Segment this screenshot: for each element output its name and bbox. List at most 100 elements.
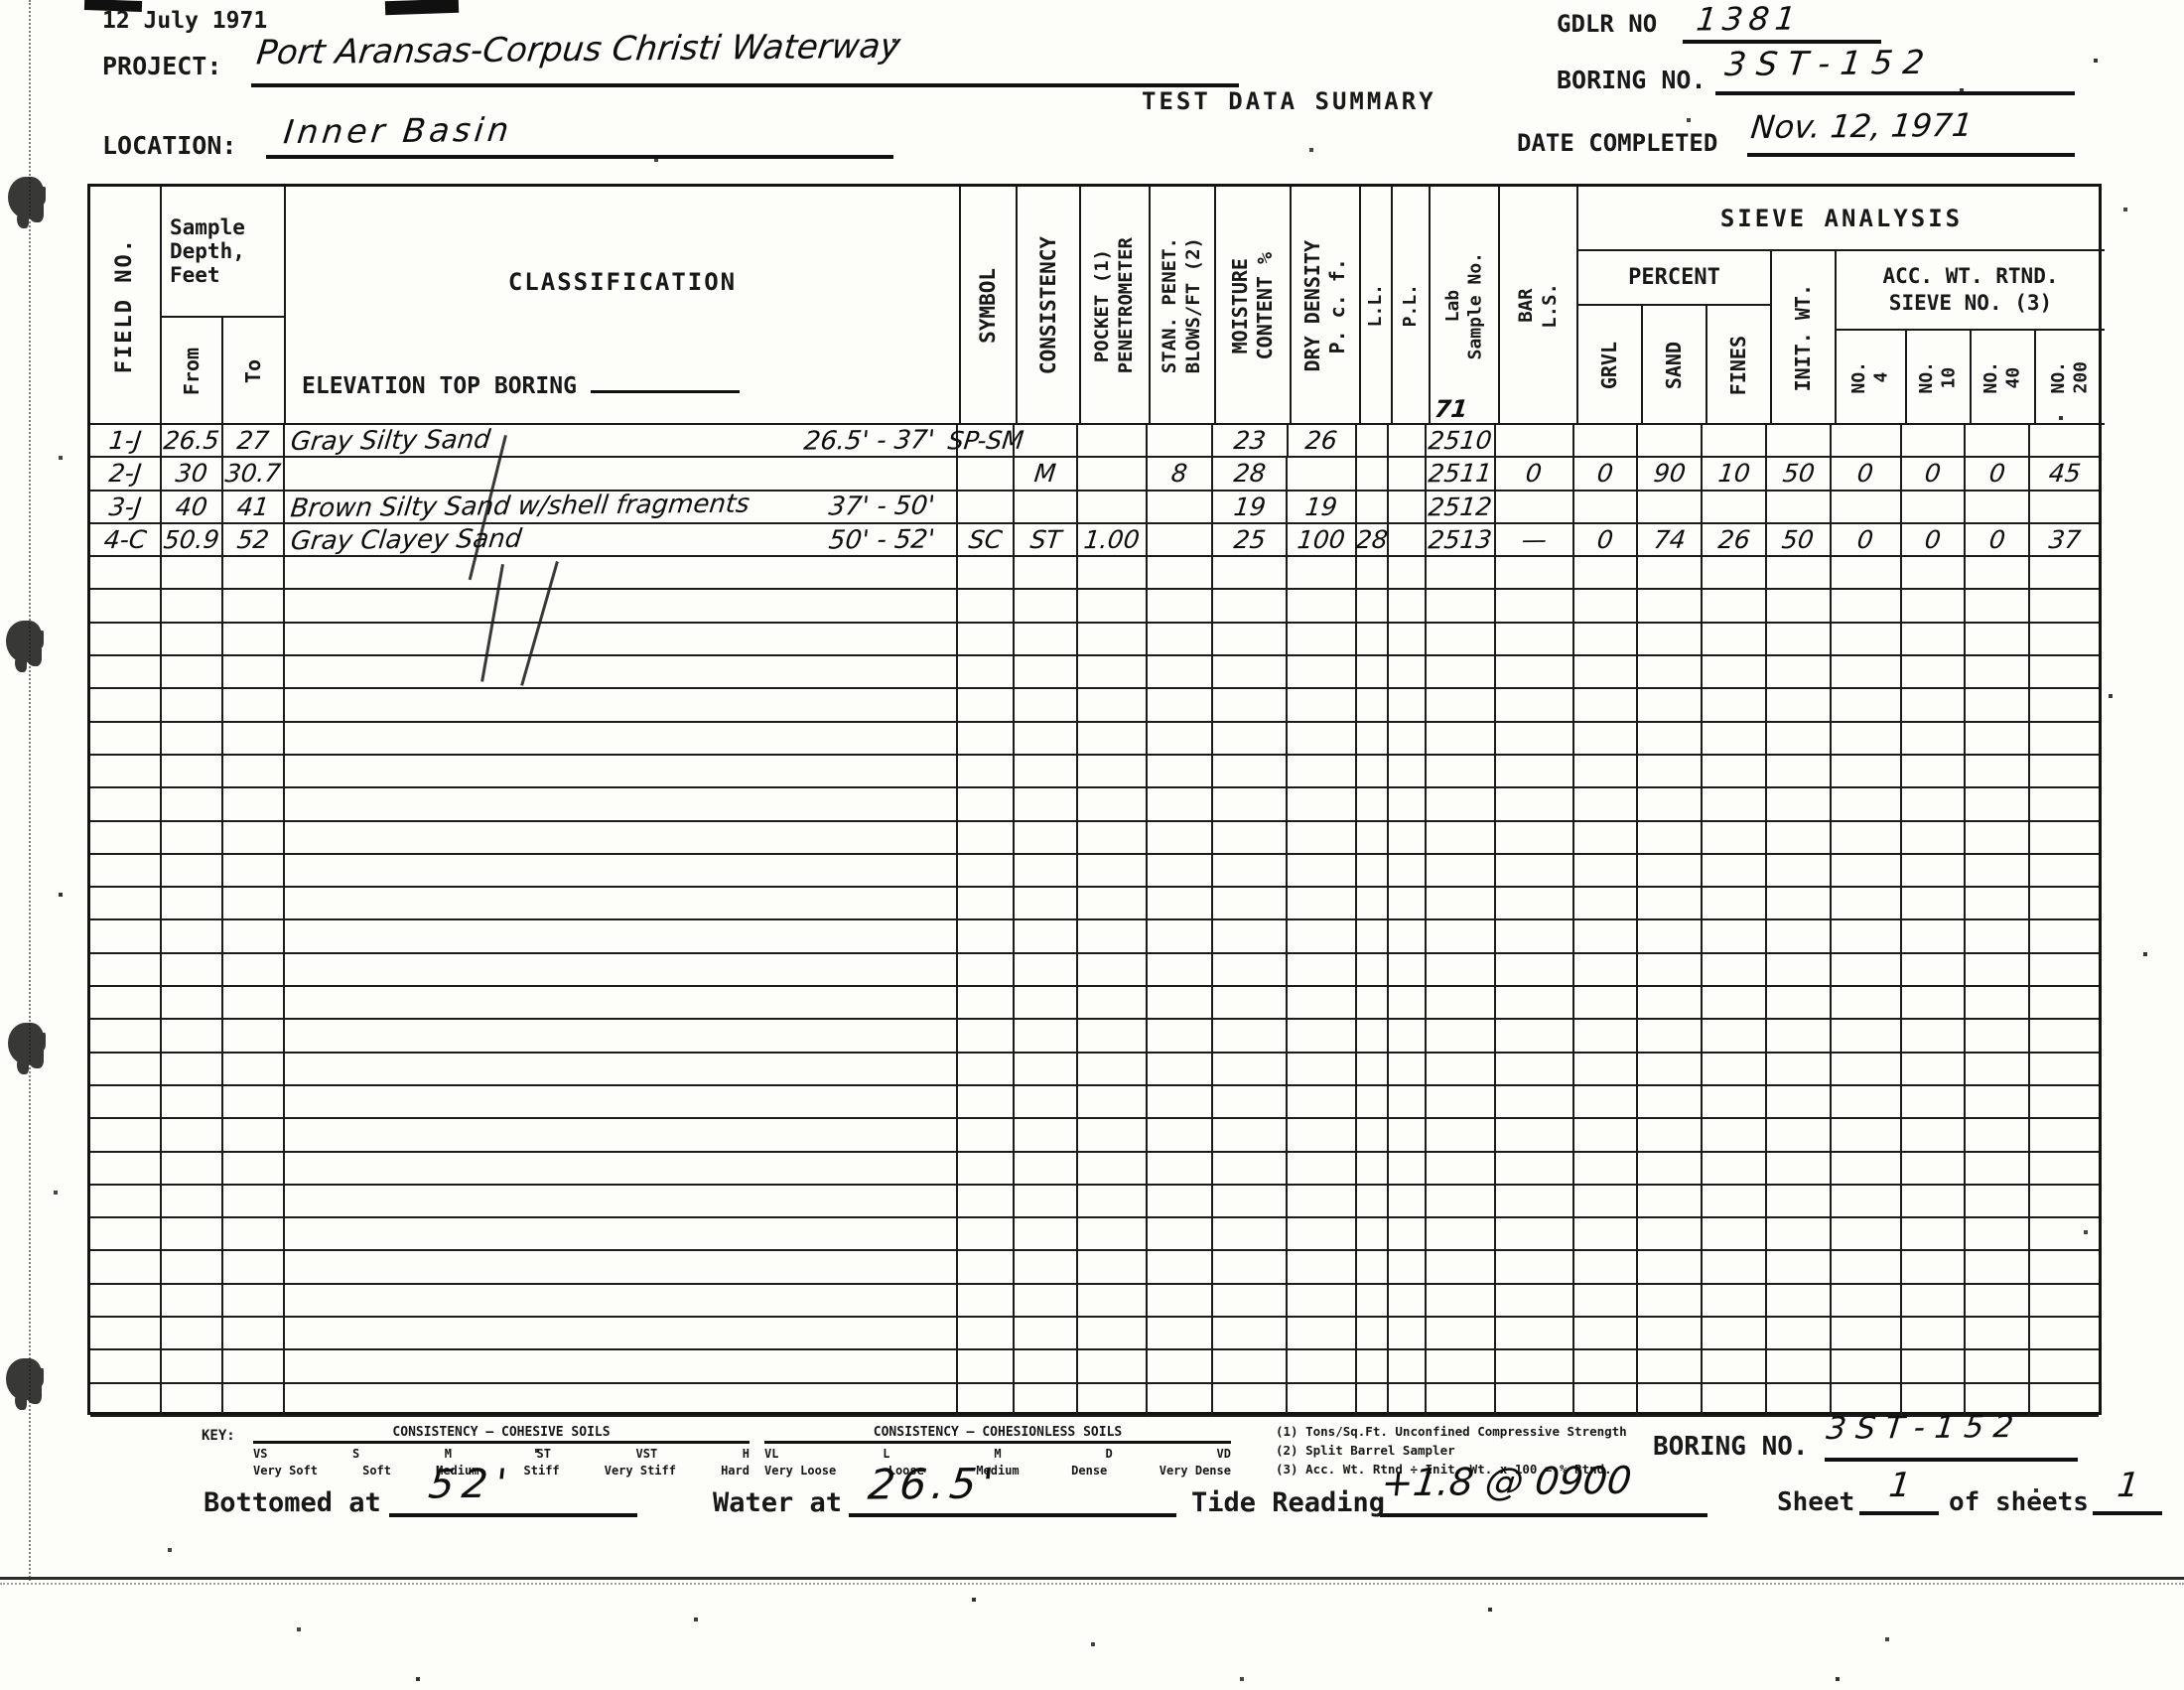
cell-symbol <box>958 920 1016 952</box>
cell-lab-no <box>1427 788 1496 820</box>
cell-no40 <box>1966 590 2031 622</box>
consistency-name: Medium <box>436 1464 479 1478</box>
cell-to <box>223 1020 286 1052</box>
cell-no40 <box>1966 755 2031 787</box>
cell-fines <box>1703 1020 1768 1052</box>
cell-to <box>223 1152 286 1184</box>
cell-value: 0 <box>1595 459 1615 489</box>
cell-no40 <box>1966 491 2031 522</box>
cell-field-no <box>90 1318 162 1349</box>
cell-bar-ls <box>1496 656 1574 688</box>
project-label: PROJECT: <box>102 52 222 80</box>
cell-stan-penet <box>1148 656 1213 688</box>
cell-no4 <box>1832 491 1902 522</box>
cell-no200 <box>2030 1086 2099 1117</box>
cell-symbol <box>958 623 1016 655</box>
cell-consistency <box>1015 1251 1079 1283</box>
cell-value: 8 <box>1169 459 1189 489</box>
cell-no200 <box>2030 557 2099 588</box>
cell-consistency <box>1015 656 1079 688</box>
cell-grvl: 0 <box>1574 458 1639 490</box>
cell-ll <box>1357 987 1390 1019</box>
cell-from <box>162 689 223 721</box>
cell-from <box>162 854 223 887</box>
cell-no40 <box>1966 1185 2031 1217</box>
sieve-percent-label: PERCENT <box>1628 265 1720 290</box>
cell-no200 <box>2030 1020 2099 1051</box>
cell-value: 0 <box>1524 459 1544 489</box>
cell-no40 <box>1966 1284 2031 1317</box>
cell-fines <box>1703 1251 1768 1283</box>
cell-from <box>162 1218 223 1250</box>
cell-no4 <box>1832 1383 1902 1415</box>
cell-grvl <box>1574 987 1639 1019</box>
cell-grvl <box>1574 1383 1639 1415</box>
table-row: 3-J 40 41 Brown Silty Sand w/shell fragment… <box>90 490 2099 524</box>
cell-from <box>162 1119 223 1151</box>
footer-boring-label: BORING NO. <box>1653 1432 1809 1462</box>
cell-stan-penet <box>1148 425 1213 457</box>
cell-from <box>162 1284 223 1317</box>
table-row <box>90 1152 2099 1186</box>
cell-moisture <box>1213 1020 1289 1052</box>
cell-grvl: 0 <box>1574 523 1639 556</box>
cell-pocket-pen <box>1078 1318 1148 1349</box>
cell-to <box>223 1350 286 1382</box>
cell-to <box>223 888 286 919</box>
classification-text: Gray Clayey Sand <box>289 523 524 556</box>
cell-field-no <box>90 1218 162 1250</box>
cell-sand <box>1638 590 1704 622</box>
cell-no200 <box>2030 756 2099 786</box>
key-cohesive-title: CONSISTENCY — COHESIVE SOILS <box>253 1425 750 1444</box>
cell-from <box>162 1350 223 1382</box>
col-field-no-label: FIELD NO. <box>112 237 138 374</box>
lab-year-handwritten: 71 <box>1433 394 1469 424</box>
consistency-code: H <box>742 1447 750 1461</box>
cell-to <box>223 920 286 952</box>
cell-symbol <box>958 854 1016 887</box>
sheet-field: 1 <box>1859 1466 1939 1515</box>
ink-blob <box>6 621 42 662</box>
cell-value: 23 <box>1232 425 1268 456</box>
cell-fines <box>1703 557 1768 589</box>
cell-init-wt <box>1767 1020 1832 1052</box>
cell-symbol <box>958 1185 1016 1217</box>
cell-lab-no: 2512 <box>1427 491 1496 522</box>
cell-moisture <box>1213 1350 1289 1382</box>
cell-init-wt <box>1767 755 1832 787</box>
cell-no200 <box>2030 1218 2099 1249</box>
cell-dry-density <box>1288 458 1358 490</box>
cell-lab-no <box>1427 854 1496 887</box>
cell-pocket-pen <box>1078 1251 1148 1283</box>
cell-pl <box>1389 491 1428 522</box>
table-row <box>90 722 2099 756</box>
cell-from <box>162 1185 223 1217</box>
cell-no4 <box>1832 755 1902 787</box>
cell-no4 <box>1832 1020 1902 1052</box>
cell-no4 <box>1832 1251 1902 1283</box>
cell-to: 52 <box>223 523 286 556</box>
col-ll-label: L.L. <box>1364 284 1386 328</box>
bottomed-label: Bottomed at <box>204 1487 381 1518</box>
cell-ll <box>1357 888 1390 919</box>
cell-value: SP-SM <box>946 425 1025 456</box>
cell-no4 <box>1832 1318 1902 1349</box>
cell-to <box>223 1318 286 1349</box>
key-label: KEY: <box>202 1428 235 1444</box>
cell-dry-density <box>1288 689 1358 721</box>
cell-field-no <box>90 1085 162 1118</box>
key-cohesionless-codes: VL L M D VD <box>764 1447 1231 1461</box>
cell-pocket-pen <box>1078 491 1148 522</box>
ink-blob <box>8 1023 44 1064</box>
cell-consistency <box>1015 987 1079 1019</box>
cell-moisture <box>1213 1383 1289 1415</box>
cell-bar-ls <box>1496 1185 1574 1217</box>
table-row <box>90 1350 2099 1384</box>
cell-bar-ls <box>1496 1053 1574 1084</box>
cell-dry-density: 19 <box>1288 491 1358 522</box>
cell-stan-penet <box>1148 1085 1213 1118</box>
cell-no200 <box>2030 492 2099 522</box>
consistency-code: S <box>351 1447 360 1461</box>
cell-ll <box>1357 854 1390 887</box>
